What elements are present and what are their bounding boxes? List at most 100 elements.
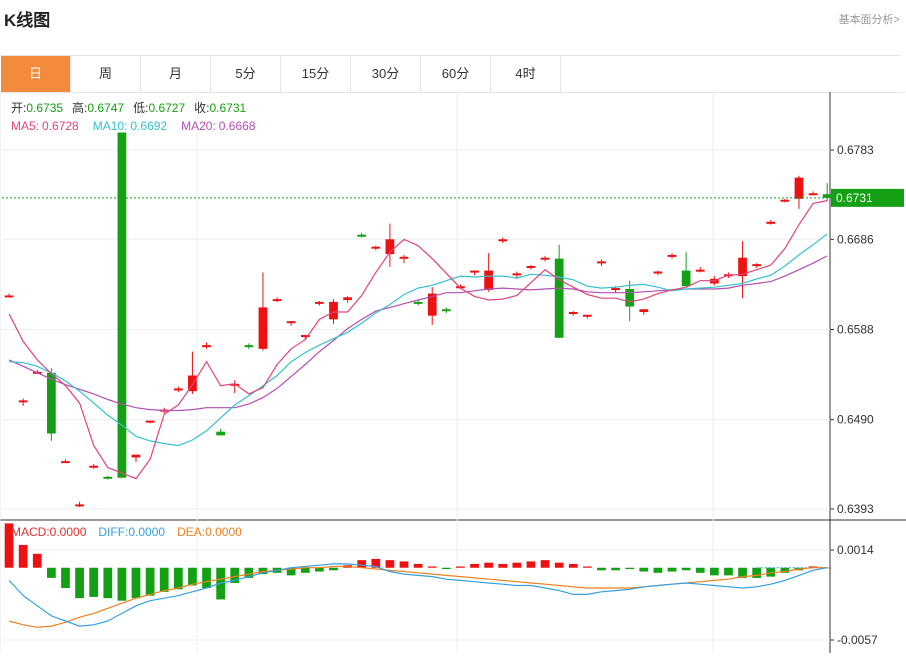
- ohlc-label: 收:: [194, 101, 209, 115]
- candle-body: [484, 270, 494, 290]
- dea-line: [8, 565, 828, 628]
- macd-bar: [526, 561, 536, 568]
- tab-0[interactable]: 日: [1, 56, 71, 92]
- macd-bar: [75, 567, 84, 599]
- tab-1[interactable]: 周: [71, 56, 141, 92]
- tab-5[interactable]: 30分: [351, 56, 421, 92]
- ma5-line: [8, 200, 828, 480]
- candle: [639, 309, 649, 315]
- candle-body: [385, 239, 395, 255]
- candle-body: [526, 265, 536, 268]
- candle-body: [371, 246, 381, 249]
- macd-bar: [173, 567, 183, 590]
- candle: [145, 420, 155, 424]
- candle-body: [61, 461, 70, 464]
- candle: [597, 259, 606, 266]
- candle-body: [343, 297, 352, 301]
- macd-bar: [427, 566, 437, 568]
- candle-body: [89, 465, 99, 468]
- macd-bar: [188, 567, 197, 586]
- macd-tick-label: -0.0057: [837, 633, 878, 647]
- candle: [61, 459, 70, 464]
- candle: [230, 380, 240, 394]
- ma-legend-value: 0.6728: [42, 119, 79, 133]
- candle: [794, 175, 804, 209]
- y-tick-label: 0.6783: [837, 143, 874, 157]
- candle: [188, 351, 197, 394]
- candle: [681, 252, 691, 287]
- candle: [766, 219, 776, 225]
- macd-tick-label: 0.0014: [837, 543, 874, 557]
- candle: [258, 272, 268, 351]
- candle-body: [413, 301, 423, 304]
- macd-bar: [413, 563, 423, 568]
- candle-body: [18, 400, 28, 403]
- ma10-line: [9, 233, 828, 447]
- candle: [131, 454, 141, 463]
- panel-header: K线图 基本面分析>: [0, 0, 906, 40]
- candle-body: [808, 193, 818, 196]
- panel-title: K线图: [4, 11, 51, 30]
- macd-bar: [681, 567, 691, 571]
- candle-body: [752, 264, 762, 267]
- candle: [667, 253, 677, 259]
- candle-body: [456, 286, 465, 289]
- candle-body: [625, 288, 635, 307]
- candle: [540, 255, 550, 262]
- candle-body: [766, 221, 776, 224]
- ohlc-label: 高:: [72, 100, 87, 115]
- macd-bar: [371, 558, 381, 568]
- tab-6[interactable]: 60分: [421, 56, 491, 92]
- candle-body: [667, 254, 677, 257]
- candle: [357, 232, 367, 238]
- candle-body: [188, 375, 197, 392]
- candle: [695, 266, 705, 273]
- macd-bar: [89, 567, 99, 597]
- macd-legend-label: DIFF:: [98, 525, 128, 539]
- candle: [653, 270, 663, 276]
- candle-body: [145, 420, 155, 423]
- tab-7[interactable]: 4时: [491, 56, 561, 92]
- candle: [75, 501, 84, 508]
- candle: [554, 244, 564, 338]
- kline-chart-svg: 0.6783 0.6686 0.6588 0.6490 0.6393 0.0014 -0.0…: [0, 91, 906, 653]
- macd-bar: [145, 567, 155, 596]
- candle-body: [103, 476, 113, 479]
- macd-bar: [32, 553, 42, 568]
- candle: [315, 300, 324, 306]
- candle: [470, 270, 479, 276]
- macd-bar: [300, 567, 310, 573]
- macd-bar: [456, 566, 465, 568]
- candle: [780, 198, 790, 203]
- fundamental-analysis-link[interactable]: 基本面分析>: [838, 14, 900, 26]
- macd-bar: [653, 567, 663, 573]
- candle: [4, 293, 14, 298]
- tab-3[interactable]: 5分: [211, 56, 281, 92]
- candle-body: [738, 257, 747, 277]
- tab-4[interactable]: 15分: [281, 56, 351, 92]
- candle: [371, 245, 381, 251]
- ma-legend-label: MA5:: [11, 119, 39, 133]
- tab-2[interactable]: 月: [141, 56, 211, 92]
- candle-body: [46, 372, 56, 434]
- candle-body: [681, 270, 691, 287]
- candle-body: [75, 504, 84, 507]
- macd-bar: [244, 567, 254, 578]
- macd-legend-value: 0.0000: [50, 525, 87, 539]
- macd-legend-label: MACD:: [11, 525, 50, 539]
- candle: [216, 428, 226, 436]
- candle-body: [512, 273, 522, 276]
- candle-body: [173, 388, 183, 391]
- candle-body: [583, 314, 592, 317]
- candle-body: [131, 454, 141, 458]
- macd-bar: [159, 567, 169, 592]
- candle: [385, 223, 395, 267]
- ohlc-value: 0.6735: [26, 101, 63, 115]
- y-tick-label: 0.6490: [837, 413, 874, 427]
- macd-bar: [498, 563, 508, 568]
- macd-bar: [202, 567, 211, 589]
- macd-bar: [385, 560, 395, 568]
- ohlc-value: 0.6747: [87, 101, 124, 115]
- macd-bar: [568, 563, 578, 568]
- candle-body: [399, 256, 409, 259]
